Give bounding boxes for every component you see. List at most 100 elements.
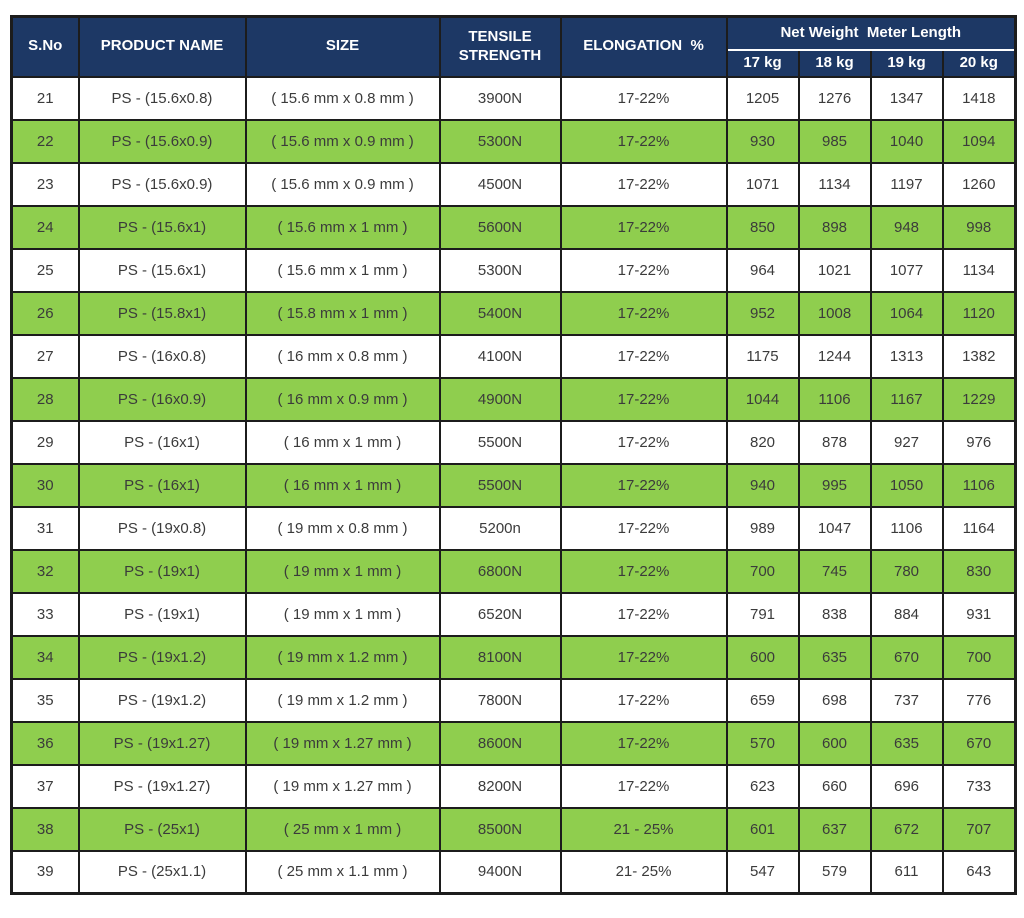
cell-size: ( 15.6 mm x 1 mm ) bbox=[244, 204, 441, 250]
cell-meter-length-17kg: 700 bbox=[725, 548, 800, 594]
table-row: 32 PS - (19x1)( 19 mm x 1 mm ) 6800N 17-22%… bbox=[10, 548, 1017, 594]
cell-size: ( 15.8 mm x 1 mm ) bbox=[244, 290, 441, 336]
cell-elongation: 17-22% bbox=[559, 677, 728, 723]
cell-meter-length-20kg: 700 bbox=[941, 634, 1017, 680]
table-row: 27 PS - (16x0.8)( 16 mm x 0.8 mm ) 4100N 17… bbox=[10, 333, 1017, 379]
cell-meter-length-18kg: 745 bbox=[797, 548, 872, 594]
table-body: 21 PS - (15.6x0.8)( 15.6 mm x 0.8 mm ) 390… bbox=[10, 75, 1017, 895]
cell-meter-length-18kg: 1008 bbox=[797, 290, 872, 336]
cell-tensile-strength: 3900N bbox=[438, 75, 562, 121]
cell-meter-length-18kg: 1134 bbox=[797, 161, 872, 207]
cell-meter-length-18kg: 1106 bbox=[797, 376, 872, 422]
cell-s-no: 28 bbox=[10, 376, 80, 422]
header-elongation: ELONGATION % bbox=[559, 15, 728, 78]
table-row: 31 PS - (19x0.8)( 19 mm x 0.8 mm ) 5200n 17… bbox=[10, 505, 1017, 551]
cell-meter-length-19kg: 927 bbox=[869, 419, 944, 465]
header-row-weights: 17 kg 18 kg 19 kg 20 kg bbox=[12, 48, 1017, 78]
table-row: 35 PS - (19x1.2)( 19 mm x 1.2 mm ) 7800N 17… bbox=[10, 677, 1017, 723]
cell-tensile-strength: 4900N bbox=[438, 376, 562, 422]
cell-meter-length-20kg: 1260 bbox=[941, 161, 1017, 207]
cell-meter-length-19kg: 1313 bbox=[869, 333, 944, 379]
cell-elongation: 17-22% bbox=[559, 75, 728, 121]
table-row: 25 PS - (15.6x1)( 15.6 mm x 1 mm ) 5300N 17… bbox=[10, 247, 1017, 293]
cell-s-no: 30 bbox=[10, 462, 80, 508]
table-row: 39 PS - (25x1.1)( 25 mm x 1.1 mm ) 9400N 21… bbox=[10, 849, 1017, 895]
cell-meter-length-20kg: 670 bbox=[941, 720, 1017, 766]
table-row: 30 PS - (16x1)( 16 mm x 1 mm ) 5500N 17-22%… bbox=[10, 462, 1017, 508]
header-17kg: 17 kg bbox=[725, 48, 800, 78]
cell-tensile-strength: 5400N bbox=[438, 290, 562, 336]
cell-product-name: PS - (15.6x0.9) bbox=[77, 161, 247, 207]
cell-size: ( 19 mm x 1 mm ) bbox=[244, 591, 441, 637]
cell-meter-length-20kg: 998 bbox=[941, 204, 1017, 250]
cell-meter-length-20kg: 1106 bbox=[941, 462, 1017, 508]
header-18kg: 18 kg bbox=[797, 48, 872, 78]
cell-meter-length-18kg: 698 bbox=[797, 677, 872, 723]
cell-product-name: PS - (15.8x1) bbox=[77, 290, 247, 336]
cell-meter-length-17kg: 623 bbox=[725, 763, 800, 809]
cell-meter-length-20kg: 1229 bbox=[941, 376, 1017, 422]
cell-meter-length-19kg: 1167 bbox=[869, 376, 944, 422]
cell-tensile-strength: 4500N bbox=[438, 161, 562, 207]
header-product-name: PRODUCT NAME bbox=[77, 15, 247, 78]
cell-meter-length-18kg: 1276 bbox=[797, 75, 872, 121]
cell-meter-length-17kg: 1071 bbox=[725, 161, 800, 207]
cell-tensile-strength: 6520N bbox=[438, 591, 562, 637]
cell-meter-length-19kg: 1040 bbox=[869, 118, 944, 164]
cell-size: ( 16 mm x 0.9 mm ) bbox=[244, 376, 441, 422]
cell-meter-length-18kg: 898 bbox=[797, 204, 872, 250]
cell-s-no: 22 bbox=[10, 118, 80, 164]
cell-meter-length-19kg: 611 bbox=[869, 849, 944, 895]
cell-product-name: PS - (16x0.8) bbox=[77, 333, 247, 379]
cell-meter-length-18kg: 1047 bbox=[797, 505, 872, 551]
header-20kg: 20 kg bbox=[941, 48, 1017, 78]
cell-meter-length-19kg: 1064 bbox=[869, 290, 944, 336]
header-tensile-strength: TENSILE STRENGTH bbox=[438, 15, 562, 78]
cell-product-name: PS - (15.6x1) bbox=[77, 204, 247, 250]
cell-elongation: 17-22% bbox=[559, 376, 728, 422]
cell-tensile-strength: 5300N bbox=[438, 247, 562, 293]
cell-product-name: PS - (25x1) bbox=[77, 806, 247, 852]
cell-product-name: PS - (19x1) bbox=[77, 591, 247, 637]
cell-size: ( 15.6 mm x 0.9 mm ) bbox=[244, 161, 441, 207]
cell-size: ( 16 mm x 1 mm ) bbox=[244, 462, 441, 508]
cell-meter-length-17kg: 940 bbox=[725, 462, 800, 508]
cell-meter-length-18kg: 635 bbox=[797, 634, 872, 680]
cell-meter-length-17kg: 600 bbox=[725, 634, 800, 680]
cell-s-no: 26 bbox=[10, 290, 80, 336]
cell-elongation: 17-22% bbox=[559, 333, 728, 379]
cell-tensile-strength: 8600N bbox=[438, 720, 562, 766]
cell-meter-length-17kg: 964 bbox=[725, 247, 800, 293]
cell-product-name: PS - (19x1.27) bbox=[77, 720, 247, 766]
cell-size: ( 19 mm x 1.27 mm ) bbox=[244, 720, 441, 766]
cell-meter-length-20kg: 733 bbox=[941, 763, 1017, 809]
table-row: 23 PS - (15.6x0.9)( 15.6 mm x 0.9 mm ) 450… bbox=[10, 161, 1017, 207]
cell-meter-length-20kg: 931 bbox=[941, 591, 1017, 637]
cell-meter-length-18kg: 637 bbox=[797, 806, 872, 852]
cell-size: ( 16 mm x 0.8 mm ) bbox=[244, 333, 441, 379]
cell-product-name: PS - (25x1.1) bbox=[77, 849, 247, 895]
cell-s-no: 35 bbox=[10, 677, 80, 723]
cell-meter-length-19kg: 1197 bbox=[869, 161, 944, 207]
cell-meter-length-19kg: 737 bbox=[869, 677, 944, 723]
cell-meter-length-17kg: 930 bbox=[725, 118, 800, 164]
cell-meter-length-20kg: 830 bbox=[941, 548, 1017, 594]
cell-meter-length-20kg: 643 bbox=[941, 849, 1017, 895]
cell-tensile-strength: 9400N bbox=[438, 849, 562, 895]
table-row: 36 PS - (19x1.27)( 19 mm x 1.27 mm ) 8600N… bbox=[10, 720, 1017, 766]
cell-meter-length-18kg: 995 bbox=[797, 462, 872, 508]
cell-elongation: 21 - 25% bbox=[559, 806, 728, 852]
cell-product-name: PS - (19x1.27) bbox=[77, 763, 247, 809]
cell-meter-length-18kg: 660 bbox=[797, 763, 872, 809]
cell-size: ( 19 mm x 1 mm ) bbox=[244, 548, 441, 594]
header-net-weight-meter-length: Net Weight Meter Length bbox=[725, 15, 1017, 51]
cell-meter-length-17kg: 1044 bbox=[725, 376, 800, 422]
cell-elongation: 17-22% bbox=[559, 462, 728, 508]
cell-size: ( 15.6 mm x 0.8 mm ) bbox=[244, 75, 441, 121]
cell-meter-length-19kg: 1347 bbox=[869, 75, 944, 121]
cell-meter-length-18kg: 600 bbox=[797, 720, 872, 766]
cell-meter-length-18kg: 579 bbox=[797, 849, 872, 895]
cell-s-no: 23 bbox=[10, 161, 80, 207]
cell-product-name: PS - (15.6x1) bbox=[77, 247, 247, 293]
cell-meter-length-17kg: 547 bbox=[725, 849, 800, 895]
